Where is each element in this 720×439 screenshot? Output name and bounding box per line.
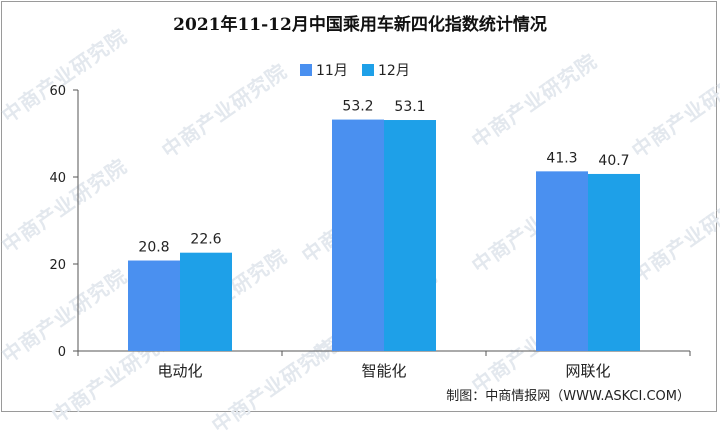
source-credit: 制图：中商情报网（WWW.ASKCI.COM） (446, 389, 690, 404)
bar (180, 252, 232, 351)
data-label: 53.2 (342, 99, 373, 115)
data-label: 20.8 (138, 240, 169, 256)
y-tick-label: 0 (58, 345, 66, 360)
data-label: 53.1 (394, 99, 425, 115)
y-tick-label: 40 (49, 171, 66, 186)
x-tick-label: 电动化 (157, 362, 202, 380)
chart-frame (1, 1, 717, 412)
data-label: 41.3 (546, 150, 577, 166)
x-tick-label: 网联化 (565, 362, 610, 380)
bar (128, 260, 180, 351)
legend-label-series-1: 11月 (316, 63, 348, 79)
bar (384, 120, 436, 351)
bar (536, 171, 588, 351)
legend-label-series-2: 12月 (378, 63, 410, 79)
data-label: 40.7 (598, 153, 629, 169)
bar (588, 173, 640, 351)
legend-swatch-series-1 (300, 64, 312, 76)
x-tick-label: 智能化 (361, 362, 406, 380)
y-tick-label: 20 (49, 258, 66, 273)
plot-area: 0 20 40 60 电动化 20.8 22.6 智能化 53.2 53.1 网联化 41.3 40.7 (49, 84, 691, 380)
data-label: 22.6 (190, 232, 221, 248)
bar (332, 119, 384, 351)
legend-swatch-series-2 (362, 64, 374, 76)
y-tick-label: 60 (49, 84, 66, 99)
chart-title: 2021年11-12月中国乘用车新四化指数统计情况 (173, 15, 547, 35)
